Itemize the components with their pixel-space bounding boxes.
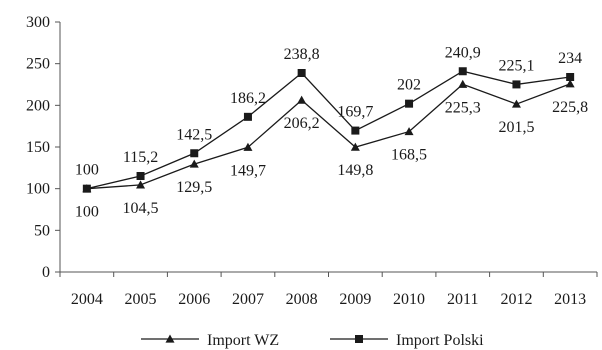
triangle-marker bbox=[350, 142, 360, 151]
y-tick-label: 100 bbox=[26, 181, 50, 198]
y-axis: 0 50 100 150 200 250 300 bbox=[26, 14, 61, 281]
data-label-import-polski: 225,1 bbox=[498, 57, 534, 74]
square-marker bbox=[243, 112, 252, 121]
data-label-import-polski: 234 bbox=[558, 50, 582, 67]
x-tick-label: 2008 bbox=[286, 291, 318, 308]
legend-item-import-wz: Import WZ bbox=[141, 332, 279, 349]
data-label-import-polski: 169,7 bbox=[337, 104, 373, 121]
triangle-marker bbox=[458, 79, 468, 88]
data-label-import-wz: 206,2 bbox=[284, 115, 320, 132]
data-label-import-wz: 129,5 bbox=[176, 179, 212, 196]
data-label-import-polski: 115,2 bbox=[123, 149, 158, 166]
square-marker bbox=[190, 149, 199, 158]
data-labels: 100 115,2 142,5 186,2 238,8 169,7 202 240,9 225,… bbox=[75, 44, 588, 220]
square-marker bbox=[458, 67, 467, 76]
y-tick-label: 150 bbox=[26, 139, 50, 156]
data-label-import-wz: 100 bbox=[75, 204, 99, 221]
data-label-import-wz: 201,5 bbox=[498, 119, 534, 136]
data-label-import-polski: 238,8 bbox=[284, 46, 320, 63]
x-axis: 2004 2005 2006 2007 2008 2009 2010 2011 2012 2013 bbox=[59, 271, 598, 308]
square-marker bbox=[512, 80, 521, 89]
legend-item-import-polski: Import Polski bbox=[330, 332, 484, 349]
triangle-marker bbox=[243, 142, 253, 151]
square-marker bbox=[566, 73, 575, 81]
series-import-polski bbox=[82, 67, 575, 193]
data-label-import-polski: 142,5 bbox=[176, 126, 212, 143]
triangle-marker bbox=[297, 95, 307, 104]
x-tick-label: 2010 bbox=[393, 291, 425, 308]
legend-label: Import WZ bbox=[207, 332, 279, 349]
x-tick-label: 2012 bbox=[500, 291, 532, 308]
data-label-import-polski: 186,2 bbox=[230, 90, 266, 107]
data-label-import-wz: 225,3 bbox=[445, 99, 481, 116]
data-label-import-wz: 149,8 bbox=[337, 162, 373, 179]
series-line bbox=[86, 70, 571, 190]
data-label-import-wz: 168,5 bbox=[391, 147, 427, 164]
series-line bbox=[86, 83, 571, 190]
data-label-import-wz: 104,5 bbox=[123, 200, 159, 217]
triangle-marker bbox=[189, 159, 199, 168]
x-tick-label: 2007 bbox=[232, 291, 264, 308]
y-tick-label: 50 bbox=[34, 222, 50, 239]
data-label-import-wz: 149,7 bbox=[230, 162, 266, 179]
series-layer bbox=[82, 67, 575, 193]
data-label-import-wz: 225,8 bbox=[552, 99, 588, 116]
square-marker bbox=[136, 172, 145, 180]
square-marker bbox=[82, 184, 91, 193]
square-marker bbox=[405, 99, 414, 108]
x-tick-label: 2005 bbox=[125, 291, 157, 308]
x-tick-label: 2009 bbox=[339, 291, 371, 308]
y-tick-label: 250 bbox=[26, 56, 50, 73]
data-label-import-polski: 240,9 bbox=[445, 44, 481, 61]
data-label-import-polski: 100 bbox=[75, 162, 99, 179]
x-tick-label: 2011 bbox=[447, 291, 478, 308]
triangle-marker bbox=[565, 79, 575, 88]
legend-label: Import Polski bbox=[396, 332, 484, 349]
triangle-marker bbox=[404, 127, 414, 136]
y-tick-label: 200 bbox=[26, 97, 50, 114]
x-tick-label: 2006 bbox=[178, 291, 210, 308]
data-label-import-polski: 202 bbox=[397, 77, 421, 94]
triangle-marker bbox=[136, 180, 146, 189]
y-tick-label: 300 bbox=[26, 14, 50, 31]
y-tick-label: 0 bbox=[42, 264, 50, 281]
legend-triangle-icon bbox=[165, 334, 175, 343]
square-marker bbox=[351, 126, 360, 135]
triangle-marker bbox=[511, 99, 521, 108]
legend-square-icon bbox=[355, 335, 363, 343]
x-tick-label: 2004 bbox=[71, 291, 103, 308]
square-marker bbox=[297, 69, 306, 77]
legend: Import WZ Import Polski bbox=[141, 332, 484, 349]
x-tick-label: 2013 bbox=[554, 291, 586, 308]
